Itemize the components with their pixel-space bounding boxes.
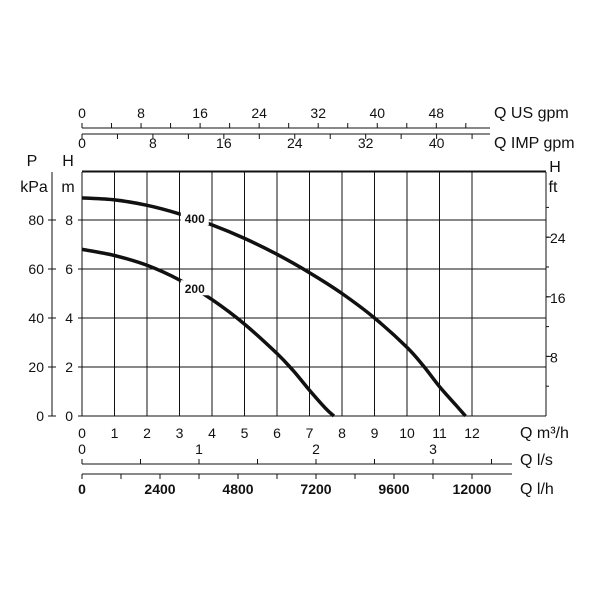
m3h-tick-label: 8 xyxy=(338,425,346,441)
imp-gpm-tick-label: 32 xyxy=(358,135,374,151)
curve-series-200 xyxy=(81,247,336,418)
us-gpm-axis-label: Q US gpm xyxy=(494,105,569,122)
ls-tick-label: 1 xyxy=(195,441,203,457)
ft-axis-title: H xyxy=(549,159,561,176)
lh-tick-label: 2400 xyxy=(144,481,175,497)
m3h-tick-label: 0 xyxy=(78,425,86,441)
lh-tick-label: 0 xyxy=(78,481,86,497)
ls-tick-label: 2 xyxy=(312,441,320,457)
m3h-tick-label: 3 xyxy=(176,425,184,441)
m3h-tick-label: 10 xyxy=(399,425,415,441)
ft-axis-unit: ft xyxy=(549,179,558,196)
h-axis-tick-label: 2 xyxy=(65,359,73,375)
lh-tick-label: 4800 xyxy=(222,481,253,497)
h-axis-title: H xyxy=(62,153,74,170)
imp-gpm-tick-label: 8 xyxy=(149,135,157,151)
lh-tick-label: 12000 xyxy=(453,481,492,497)
ft-axis-tick-label: 24 xyxy=(550,230,566,246)
us-gpm-tick-label: 0 xyxy=(78,105,86,121)
m3h-axis-label: Q m³/h xyxy=(520,425,569,442)
h-axis-tick-label: 0 xyxy=(65,408,73,424)
m3h-tick-label: 11 xyxy=(432,425,447,441)
lh-tick-label: 7200 xyxy=(300,481,331,497)
ls-tick-label: 0 xyxy=(78,441,86,457)
m3h-tick-label: 7 xyxy=(306,425,314,441)
us-gpm-tick-label: 32 xyxy=(310,105,326,121)
imp-gpm-axis-label: Q IMP gpm xyxy=(494,135,575,152)
us-gpm-tick-label: 40 xyxy=(369,105,385,121)
curve-series-400 xyxy=(81,196,467,418)
curve-label-bg-400 xyxy=(180,210,209,226)
p-axis-tick-label: 20 xyxy=(28,359,44,375)
plot-grid xyxy=(81,170,547,417)
m3h-tick-label: 12 xyxy=(464,425,480,441)
p-axis-tick-label: 80 xyxy=(28,212,44,228)
curve-label-400: 400 xyxy=(185,212,205,226)
chart-axes xyxy=(48,123,551,479)
imp-gpm-tick-label: 16 xyxy=(216,135,232,151)
ls-tick-label: 3 xyxy=(429,441,437,457)
p-axis-tick-label: 40 xyxy=(28,310,44,326)
h-axis-tick-label: 4 xyxy=(65,310,73,326)
ft-axis-tick-label: 16 xyxy=(550,290,566,306)
h-axis-tick-label: 6 xyxy=(65,261,73,277)
ft-axis-tick-label: 8 xyxy=(550,349,558,365)
curve-label-200: 200 xyxy=(185,282,205,296)
lh-tick-label: 9600 xyxy=(378,481,409,497)
curve-label-bg-200 xyxy=(180,280,209,296)
ls-axis-label: Q l/s xyxy=(520,452,553,469)
us-gpm-tick-label: 48 xyxy=(429,105,445,121)
p-axis-tick-label: 0 xyxy=(36,408,44,424)
us-gpm-tick-label: 8 xyxy=(137,105,145,121)
us-gpm-tick-label: 24 xyxy=(251,105,267,121)
imp-gpm-tick-label: 24 xyxy=(287,135,303,151)
p-axis-title: P xyxy=(27,153,38,170)
m3h-tick-label: 4 xyxy=(208,425,216,441)
h-axis-tick-label: 8 xyxy=(65,212,73,228)
lh-axis-label: Q l/h xyxy=(520,481,554,498)
curves-layer: 400 200 xyxy=(81,196,467,418)
m3h-tick-label: 1 xyxy=(111,425,119,441)
us-gpm-tick-label: 16 xyxy=(192,105,208,121)
m3h-tick-label: 2 xyxy=(143,425,151,441)
p-axis-unit: kPa xyxy=(20,179,48,196)
imp-gpm-tick-label: 0 xyxy=(78,135,86,151)
m3h-tick-label: 9 xyxy=(371,425,379,441)
m3h-tick-label: 6 xyxy=(273,425,281,441)
h-axis-unit: m xyxy=(61,179,74,196)
p-axis-tick-label: 60 xyxy=(28,261,44,277)
imp-gpm-tick-label: 40 xyxy=(429,135,445,151)
m3h-tick-label: 5 xyxy=(241,425,249,441)
